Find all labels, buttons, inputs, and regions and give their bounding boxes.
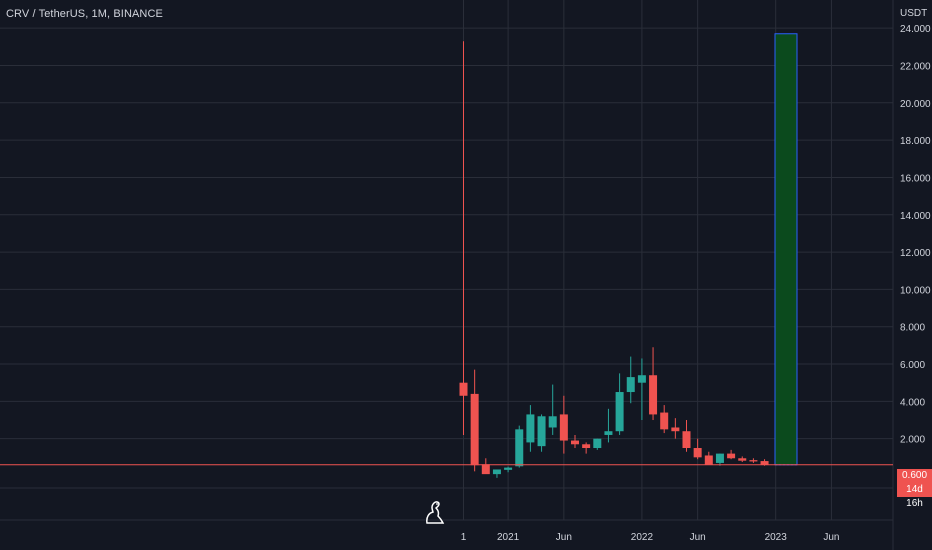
candle-body-down — [693, 448, 702, 458]
candle-body-up — [548, 416, 557, 428]
price-tick-label: 24.000 — [900, 24, 931, 35]
candle-body-up — [515, 429, 524, 467]
time-tick-label: Jun — [690, 532, 706, 543]
bar-countdown: 14d 16h — [906, 484, 923, 509]
price-tick-label: 2.000 — [900, 435, 925, 446]
candle-body-up — [593, 438, 602, 449]
tradingview-logo-icon[interactable] — [423, 497, 445, 525]
candle-body-down — [671, 427, 680, 432]
candle-body-up — [526, 414, 535, 443]
candle-body-down — [649, 375, 658, 415]
candle-body-down — [704, 455, 713, 465]
candle-body-down — [738, 458, 747, 461]
time-tick-label: Jun — [556, 532, 572, 543]
candle-body-down — [760, 461, 769, 465]
price-tick-label: 6.000 — [900, 360, 925, 371]
price-tick-label: 8.000 — [900, 323, 925, 334]
price-tick-label: 20.000 — [900, 99, 931, 110]
candle-body-up — [615, 392, 624, 432]
candle-body-up — [504, 467, 513, 470]
candle-body-down — [682, 431, 691, 449]
candle-body-up — [637, 375, 646, 383]
currency-unit-label: USDT — [900, 8, 927, 19]
price-tick-label: 16.000 — [900, 173, 931, 184]
candle-body-up — [626, 377, 635, 393]
price-tick-label: 22.000 — [900, 61, 931, 72]
candle-body-up — [492, 469, 501, 475]
time-axis: 1 2021 Jun 2022 Jun 2023 Jun — [461, 532, 840, 543]
last-price-value: 0.600 — [901, 470, 928, 481]
time-tick-label: Jun — [823, 532, 839, 543]
candle-body-up — [715, 453, 724, 463]
price-tick-label: 4.000 — [900, 397, 925, 408]
candle-body-down — [559, 414, 568, 441]
time-tick-label: 1 — [461, 532, 467, 543]
candle-body-down — [481, 464, 490, 475]
projection-overlay[interactable] — [0, 33, 893, 466]
chart-grid — [0, 0, 894, 550]
price-axis: 2.000 4.000 6.000 8.000 10.000 12.000 14.000 16… — [900, 24, 931, 446]
candle-body-up — [604, 431, 613, 435]
candle-body-up — [537, 416, 546, 447]
time-tick-label: 2021 — [497, 532, 520, 543]
candle-body-down — [571, 440, 579, 445]
price-tick-label: 12.000 — [900, 248, 931, 259]
candle-body-down — [582, 444, 591, 449]
price-tick-label: 18.000 — [900, 136, 931, 147]
time-tick-label: 2023 — [765, 532, 788, 543]
candle-body-down — [749, 460, 758, 462]
time-tick-label: 2022 — [631, 532, 654, 543]
candles — [459, 41, 769, 478]
candle-body-down — [470, 393, 479, 466]
projection-box — [774, 33, 798, 466]
chart-title: CRV / TetherUS, 1M, BINANCE — [6, 8, 163, 20]
candle-body-down — [660, 412, 669, 430]
price-tick-label: 10.000 — [900, 285, 931, 296]
candle-body-down — [727, 453, 736, 459]
last-price-tag: 0.600 14d 16h — [897, 469, 932, 509]
price-tick-label: 14.000 — [900, 211, 931, 222]
candle-body-down — [459, 382, 468, 396]
